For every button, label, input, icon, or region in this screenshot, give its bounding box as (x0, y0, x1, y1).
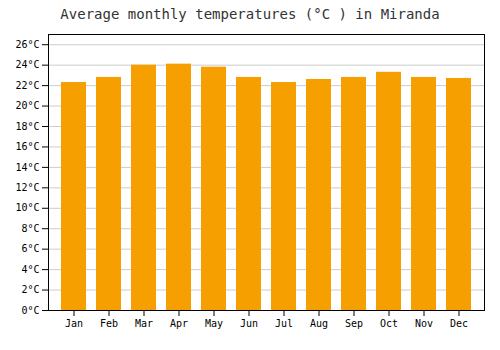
svg-text:Sep: Sep (345, 318, 363, 329)
svg-text:Jun: Jun (240, 318, 258, 329)
svg-text:Jul: Jul (275, 318, 293, 329)
svg-text:14°C: 14°C (15, 162, 39, 173)
svg-text:12°C: 12°C (15, 182, 39, 193)
svg-text:8°C: 8°C (21, 223, 39, 234)
svg-text:18°C: 18°C (15, 121, 39, 132)
svg-text:16°C: 16°C (15, 141, 39, 152)
html-text:Average monthly temperatures (: Average monthly temperatures (°C ) in Mi… (60, 6, 440, 22)
svg-text:6°C: 6°C (21, 243, 39, 254)
svg-text:Oct: Oct (380, 318, 398, 329)
svg-text:Aug: Aug (310, 318, 328, 329)
svg-text:Apr: Apr (170, 318, 188, 329)
svg-text:Mar: Mar (135, 318, 153, 329)
svg-text:0°C: 0°C (21, 305, 39, 316)
svg-text:Dec: Dec (450, 318, 468, 329)
svg-text:May: May (205, 318, 223, 329)
svg-text:2°C: 2°C (21, 284, 39, 295)
svg-text:20°C: 20°C (15, 100, 39, 111)
svg-text:10°C: 10°C (15, 202, 39, 213)
svg-text:Jan: Jan (65, 318, 83, 329)
svg-text:Nov: Nov (415, 318, 433, 329)
svg-text:24°C: 24°C (15, 59, 39, 70)
svg-text:4°C: 4°C (21, 264, 39, 275)
svg-text:Feb: Feb (100, 318, 118, 329)
svg-text:22°C: 22°C (15, 80, 39, 91)
svg-text:26°C: 26°C (15, 39, 39, 50)
